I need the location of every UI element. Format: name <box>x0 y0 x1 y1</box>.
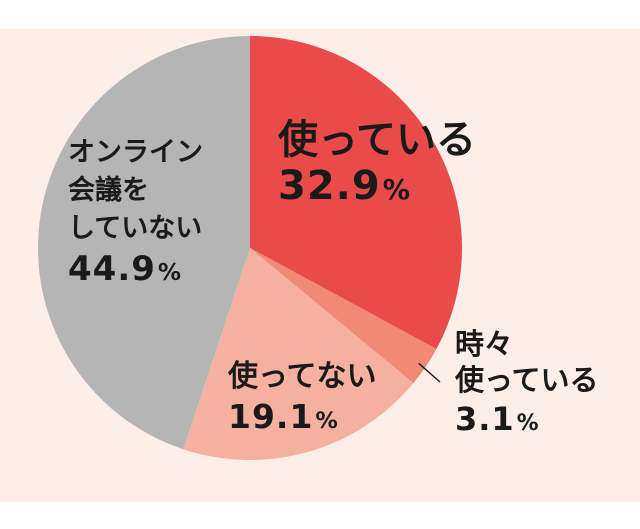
leader-line-sometimes <box>418 362 441 383</box>
slice-name-sometimes-line1: 時々 <box>455 327 514 361</box>
slice-label-using: 使っている 32.9% <box>278 117 476 209</box>
slice-name-no-online-line3: していない <box>68 212 203 244</box>
pie-slice-sometimes <box>250 248 437 384</box>
slice-name-no-online-line2: 会議を <box>68 174 149 206</box>
slice-label-sometimes: 時々 使っている 3.1% <box>455 326 599 439</box>
slice-name-using: 使っている <box>278 117 476 163</box>
slice-name-no-online-line1: オンライン <box>68 137 203 168</box>
slice-percent-using: 32.9% <box>278 163 410 209</box>
slice-percent-no-online: 44.9% <box>68 249 182 290</box>
pie-slice-using <box>250 36 463 349</box>
slice-name-not-using: 使ってない <box>228 359 377 394</box>
slice-label-no-online-meetings: オンライン 会議を していない 44.9% <box>68 134 203 292</box>
pie-slice-no-online-meetings <box>37 35 250 450</box>
slice-label-not-using: 使ってない 19.1% <box>228 358 377 437</box>
slice-percent-sometimes: 3.1% <box>455 399 539 438</box>
slice-name-sometimes-line2: 使っている <box>455 363 599 398</box>
slice-percent-not-using: 19.1% <box>228 396 338 436</box>
pie-slice-not-using <box>183 248 414 461</box>
